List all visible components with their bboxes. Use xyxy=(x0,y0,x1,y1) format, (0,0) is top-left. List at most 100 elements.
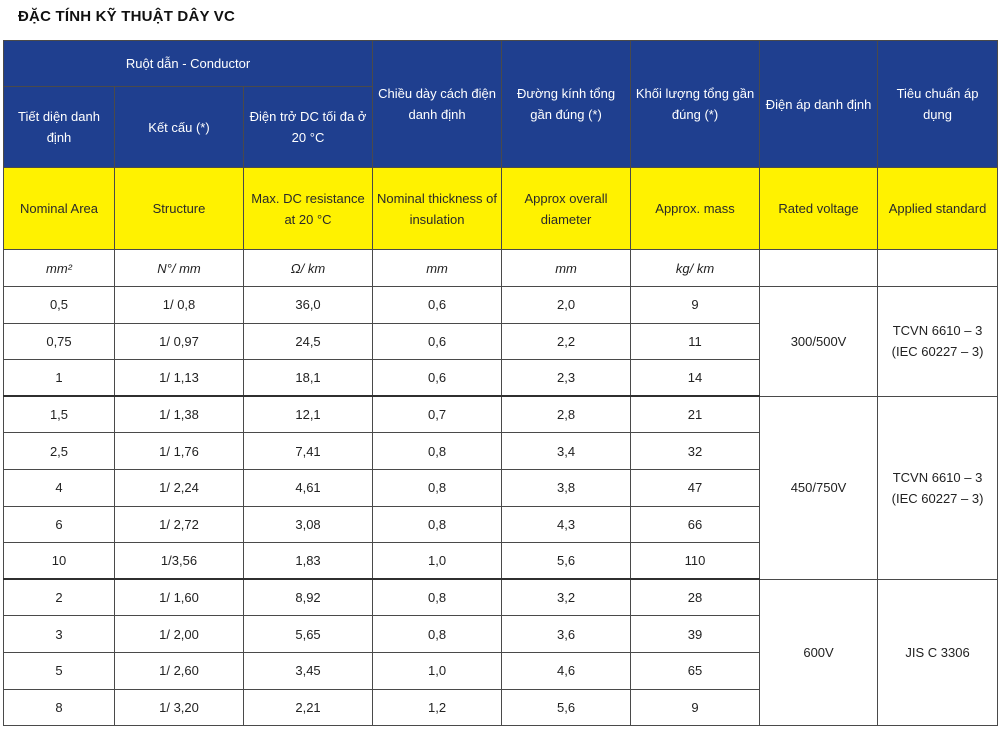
units-row: mm² N°/ mm Ω/ km mm mm kg/ km xyxy=(3,249,999,287)
max-dc-resistance-cell: 18,1 xyxy=(242,359,374,398)
nominal-area-cell: 4 xyxy=(3,468,115,507)
insulation-thickness-cell: 1,0 xyxy=(372,651,503,690)
overall-diameter-cell: 3,8 xyxy=(501,468,632,507)
structure-cell: 1/ 1,38 xyxy=(114,395,244,434)
max-dc-resistance-cell: 8,92 xyxy=(242,578,374,617)
approx-mass-cell: 21 xyxy=(630,395,761,434)
insulation-thickness-cell: 0,8 xyxy=(372,432,503,470)
overall-diameter-cell: 3,2 xyxy=(501,578,632,617)
structure-cell: 1/ 2,72 xyxy=(114,505,244,544)
nominal-area-cell: 3 xyxy=(3,615,115,653)
structure-cell: 1/ 0,8 xyxy=(114,286,244,324)
conductor-group-header: Ruột dẫn - Conductor xyxy=(2,40,374,87)
max-dc-resistance-cell: 36,0 xyxy=(242,286,374,324)
unit-cell xyxy=(759,249,879,287)
approx-mass-cell: 47 xyxy=(630,468,761,507)
max-dc-resistance-cell: 12,1 xyxy=(242,395,374,434)
overall-diameter-cell: 5,6 xyxy=(501,688,632,727)
insulation-thickness-cell: 0,8 xyxy=(372,505,503,544)
overall-diameter-cell: 5,6 xyxy=(501,542,632,581)
applied-standard-cell: TCVN 6610 – 3 (IEC 60227 – 3) xyxy=(877,395,999,580)
header-row-group: Ruột dẫn - Conductor Chiều dày cách điện… xyxy=(2,40,999,168)
unit-cell: N°/ mm xyxy=(114,249,244,287)
insulation-thickness-cell: 0,6 xyxy=(372,359,503,398)
insulation-thickness-cell: 0,6 xyxy=(372,322,503,361)
unit-cell: kg/ km xyxy=(630,249,761,287)
header-row-vn: Tiết diện danh định Kết cấu (*) Điện trở… xyxy=(3,86,998,168)
max-dc-resistance-cell: 1,83 xyxy=(242,542,374,581)
table-row: 1,5 1/ 1,38 12,1 0,7 2,8 21 450/750V TCVN 6610 … xyxy=(3,395,999,580)
nominal-area-cell: 10 xyxy=(3,542,115,581)
overall-diameter-cell: 2,0 xyxy=(501,286,632,324)
structure-cell: 1/ 2,60 xyxy=(114,651,244,690)
col-header-en-4: Nominal thickness of insulation xyxy=(372,167,503,250)
approx-mass-cell: 28 xyxy=(630,578,761,617)
col-header-en-5: Approx overall diameter xyxy=(501,167,632,250)
table-row: 2 1/ 1,60 8,92 0,8 3,2 28 600V JIS C 3306 xyxy=(3,578,999,727)
approx-mass-cell: 110 xyxy=(630,542,761,581)
overall-diameter-cell: 4,6 xyxy=(501,651,632,690)
structure-cell: 1/3,56 xyxy=(114,542,244,581)
structure-cell: 1/ 2,24 xyxy=(114,468,244,507)
rated-voltage-cell: 300/500V xyxy=(759,286,879,397)
table-row: 3 1/ 2,00 5,65 0,8 3,6 39 xyxy=(3,615,998,653)
approx-mass-cell: 11 xyxy=(630,322,761,361)
page-title: ĐẶC TÍNH KỸ THUẬT DÂY VC xyxy=(18,8,236,25)
col-header-vn-1: Tiết diện danh định xyxy=(3,86,115,168)
rated-voltage-cell: 450/750V xyxy=(759,395,879,580)
approx-mass-cell: 9 xyxy=(630,688,761,727)
col-header-vn-4: Chiều dày cách điện danh định xyxy=(372,40,503,168)
col-header-en-6: Approx. mass xyxy=(630,167,761,250)
nominal-area-cell: 1 xyxy=(3,359,115,398)
structure-cell: 1/ 3,20 xyxy=(114,688,244,727)
structure-cell: 1/ 0,97 xyxy=(114,322,244,361)
col-header-vn-6: Khối lượng tổng gần đúng (*) xyxy=(630,40,761,168)
nominal-area-cell: 2,5 xyxy=(3,432,115,470)
structure-cell: 1/ 1,13 xyxy=(114,359,244,398)
col-header-vn-2: Kết cấu (*) xyxy=(114,86,244,168)
max-dc-resistance-cell: 3,08 xyxy=(242,505,374,544)
max-dc-resistance-cell: 4,61 xyxy=(242,468,374,507)
max-dc-resistance-cell: 5,65 xyxy=(242,615,374,653)
table-row: 2,5 1/ 1,76 7,41 0,8 3,4 32 xyxy=(3,432,998,470)
structure-cell: 1/ 1,60 xyxy=(114,578,244,617)
unit-cell: mm xyxy=(501,249,632,287)
col-header-en-1: Nominal Area xyxy=(3,167,115,250)
table-row: 5 1/ 2,60 3,45 1,0 4,6 65 xyxy=(3,651,998,690)
approx-mass-cell: 65 xyxy=(630,651,761,690)
insulation-thickness-cell: 0,7 xyxy=(372,395,503,434)
table-row: 10 1/3,56 1,83 1,0 5,6 110 xyxy=(3,542,998,581)
nominal-area-cell: 8 xyxy=(3,688,115,727)
approx-mass-cell: 32 xyxy=(630,432,761,470)
applied-standard-cell: TCVN 6610 – 3 (IEC 60227 – 3) xyxy=(877,286,999,397)
insulation-thickness-cell: 0,8 xyxy=(372,468,503,507)
nominal-area-cell: 0,75 xyxy=(3,322,115,361)
approx-mass-cell: 9 xyxy=(630,286,761,324)
nominal-area-cell: 0,5 xyxy=(3,286,115,324)
structure-cell: 1/ 1,76 xyxy=(114,432,244,470)
insulation-thickness-cell: 0,6 xyxy=(372,286,503,324)
col-header-en-2: Structure xyxy=(114,167,244,250)
overall-diameter-cell: 3,6 xyxy=(501,615,632,653)
max-dc-resistance-cell: 3,45 xyxy=(242,651,374,690)
col-header-vn-3: Điện trở DC tối đa ở 20 °C xyxy=(242,86,374,168)
structure-cell: 1/ 2,00 xyxy=(114,615,244,653)
unit-cell: mm² xyxy=(3,249,115,287)
insulation-thickness-cell: 0,8 xyxy=(372,578,503,617)
table-row: 8 1/ 3,20 2,21 1,2 5,6 9 xyxy=(3,688,998,727)
nominal-area-cell: 6 xyxy=(3,505,115,544)
max-dc-resistance-cell: 7,41 xyxy=(242,432,374,470)
nominal-area-cell: 2 xyxy=(3,578,115,617)
rated-voltage-cell: 600V xyxy=(759,578,879,727)
approx-mass-cell: 66 xyxy=(630,505,761,544)
col-header-en-3: Max. DC resistance at 20 °C xyxy=(242,167,374,250)
insulation-thickness-cell: 0,8 xyxy=(372,615,503,653)
col-header-en-8: Applied standard xyxy=(877,167,999,250)
insulation-thickness-cell: 1,2 xyxy=(372,688,503,727)
spec-table: Ruột dẫn - Conductor Chiều dày cách điện… xyxy=(2,40,999,727)
nominal-area-cell: 1,5 xyxy=(3,395,115,434)
max-dc-resistance-cell: 2,21 xyxy=(242,688,374,727)
approx-mass-cell: 39 xyxy=(630,615,761,653)
insulation-thickness-cell: 1,0 xyxy=(372,542,503,581)
nominal-area-cell: 5 xyxy=(3,651,115,690)
